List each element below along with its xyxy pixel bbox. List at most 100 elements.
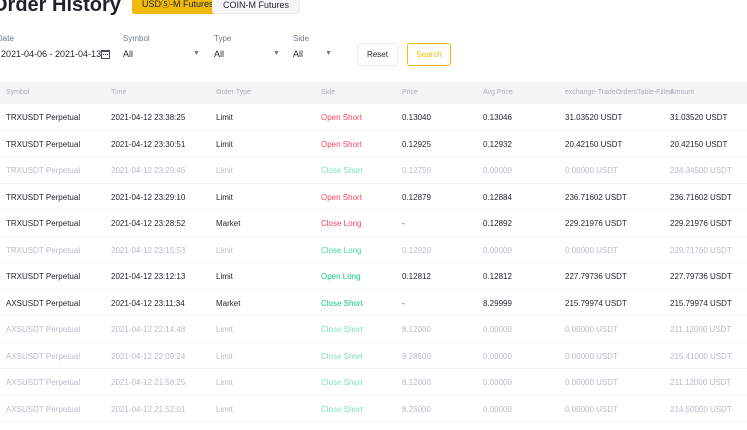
chevron-down-icon[interactable]: ▼ — [193, 50, 200, 57]
cell-filled: 0.00000 USDT — [565, 404, 618, 414]
cell-amount: 20.42150 USDT — [670, 139, 728, 149]
tab-coin-m-futures[interactable]: COIN-M Futures — [212, 0, 301, 14]
cell-symbol: TRXUSDT Perpetual — [6, 245, 81, 255]
cell-avg-price: 0.00000 — [483, 166, 512, 175]
column-header-time: Time — [111, 89, 127, 96]
search-button[interactable]: Search — [407, 43, 451, 66]
cell-order-type: Limit — [216, 166, 233, 175]
cell-symbol: TRXUSDT Perpetual — [6, 139, 81, 149]
cell-avg-price: 0.12892 — [483, 219, 512, 228]
table-row[interactable]: TRXUSDT Perpetual 2021-04-12 23:30:51 Limi… — [0, 131, 747, 157]
cell-side: Close Short — [321, 404, 363, 414]
cell-filled: 215.79974 USDT — [565, 298, 627, 308]
cell-filled: 0.00000 USDT — [565, 245, 618, 255]
tab-usd-m-futures[interactable]: USDⓈ-M Futures — [132, 0, 224, 14]
table-row[interactable]: AXSUSDT Perpetual 2021-04-12 22:14:48 Limi… — [0, 316, 747, 343]
cell-side: Close Short — [321, 325, 363, 334]
column-header-price: Price — [402, 89, 418, 96]
cell-symbol: TRXUSDT Perpetual — [6, 113, 81, 122]
cell-side: Close Short — [321, 166, 363, 175]
cell-time: 2021-04-12 23:15:53 — [111, 245, 186, 255]
cell-amount: 236.71602 USDT — [670, 192, 732, 202]
column-header-symbol: Symbol — [6, 89, 30, 96]
cell-side: Close Short — [321, 378, 363, 387]
cell-filled: 20.42150 USDT — [565, 139, 623, 149]
cell-time: 2021-04-12 23:38:25 — [111, 113, 186, 122]
cell-order-type: Limit — [216, 139, 233, 149]
cell-price: 0.12750 — [402, 166, 431, 175]
table-row[interactable]: AXSUSDT Perpetual 2021-04-12 22:09:24 Limi… — [0, 343, 747, 369]
cell-avg-price: 0.00000 — [483, 351, 512, 361]
symbol-filter-label: Symbol — [123, 34, 150, 43]
cell-amount: 215.79974 USDT — [670, 298, 732, 308]
cell-order-type: Limit — [216, 404, 233, 414]
cell-side: Close Short — [321, 351, 363, 361]
cell-side: Open Long — [321, 272, 361, 281]
cell-order-type: Limit — [216, 113, 233, 122]
cell-side: Open Short — [321, 192, 362, 202]
table-row[interactable]: TRXUSDT Perpetual 2021-04-12 23:29:46 Limi… — [0, 157, 747, 184]
cell-avg-price: 0.12812 — [483, 272, 512, 281]
cell-amount: 215.41000 USDT — [670, 351, 732, 361]
cell-side: Close Long — [321, 245, 362, 255]
cell-amount: 31.03520 USDT — [670, 113, 728, 122]
cell-symbol: AXSUSDT Perpetual — [6, 378, 81, 387]
cell-price: 8.25000 — [402, 404, 431, 414]
cell-side: Open Short — [321, 139, 362, 149]
table-row[interactable]: TRXUSDT Perpetual 2021-04-12 23:28:52 Mark… — [0, 210, 747, 237]
symbol-select[interactable]: All — [123, 49, 134, 59]
cell-filled: 0.00000 USDT — [565, 378, 618, 387]
side-select[interactable]: All — [293, 49, 304, 59]
table-row[interactable]: AXSUSDT Perpetual 2021-04-12 23:11:34 Mark… — [0, 290, 747, 316]
cell-side: Open Short — [321, 113, 362, 122]
table-row[interactable]: AXSUSDT Perpetual 2021-04-12 21:58:25 Limi… — [0, 369, 747, 396]
cell-order-type: Limit — [216, 192, 233, 202]
reset-button[interactable]: Reset — [357, 43, 398, 66]
cell-price: 8.28500 — [402, 351, 431, 361]
cell-price: 0.12920 — [402, 245, 431, 255]
date-filter-label: Date — [0, 34, 14, 43]
cell-time: 2021-04-12 23:12:13 — [111, 272, 186, 281]
cell-time: 2021-04-12 23:30:51 — [111, 139, 186, 149]
cell-amount: 214.50000 USDT — [670, 404, 732, 414]
cell-amount: 211.12000 USDT — [670, 378, 732, 387]
cell-order-type: Limit — [216, 351, 233, 361]
cell-avg-price: 0.00000 — [483, 378, 512, 387]
table-row[interactable]: AXSUSDT Perpetual 2021-04-12 21:52:01 Limi… — [0, 396, 747, 422]
chevron-down-icon[interactable]: ▼ — [325, 50, 332, 57]
cell-avg-price: 8.29999 — [483, 298, 512, 308]
cell-symbol: AXSUSDT Perpetual — [6, 298, 81, 308]
cell-side: Close Long — [321, 219, 362, 228]
side-filter-label: Side — [293, 34, 310, 43]
table-row[interactable]: TRXUSDT Perpetual 2021-04-12 23:38:25 Limi… — [0, 104, 747, 131]
cell-time: 2021-04-12 23:29:46 — [111, 166, 186, 175]
column-header-side: Side — [321, 89, 336, 96]
cell-avg-price: 0.13046 — [483, 113, 512, 122]
cell-order-type: Limit — [216, 245, 233, 255]
chevron-down-icon[interactable]: ▼ — [273, 50, 280, 57]
cell-avg-price: 0.00000 — [483, 325, 512, 334]
column-header-amount: Amount — [670, 89, 695, 96]
cell-symbol: TRXUSDT Perpetual — [6, 166, 81, 175]
table-row[interactable]: TRXUSDT Perpetual 2021-04-12 23:12:13 Limi… — [0, 263, 747, 290]
cell-symbol: TRXUSDT Perpetual — [6, 219, 81, 228]
table-row[interactable]: TRXUSDT Perpetual 2021-04-12 23:15:53 Limi… — [0, 237, 747, 263]
cell-filled: 31.03520 USDT — [565, 113, 623, 122]
cell-filled: 227.79736 USDT — [565, 272, 627, 281]
cell-price: 0.12879 — [402, 192, 431, 202]
cell-side: Close Short — [321, 298, 363, 308]
cell-time: 2021-04-12 22:14:48 — [111, 325, 186, 334]
table-row[interactable]: TRXUSDT Perpetual 2021-04-12 23:29:10 Limi… — [0, 184, 747, 210]
cell-order-type: Market — [216, 298, 241, 308]
cell-symbol: AXSUSDT Perpetual — [6, 404, 81, 414]
cell-symbol: TRXUSDT Perpetual — [6, 192, 81, 202]
cell-time: 2021-04-12 21:52:01 — [111, 404, 186, 414]
cell-symbol: TRXUSDT Perpetual — [6, 272, 81, 281]
date-range-input[interactable]: 2021-04-06 - 2021-04-13 — [1, 49, 102, 59]
cell-avg-price: 0.12884 — [483, 192, 512, 202]
cell-filled: 0.00000 USDT — [565, 325, 618, 334]
cell-price: 0.12925 — [402, 139, 431, 149]
type-select[interactable]: All — [214, 49, 225, 59]
cell-order-type: Limit — [216, 378, 233, 387]
calendar-icon[interactable] — [101, 50, 110, 59]
